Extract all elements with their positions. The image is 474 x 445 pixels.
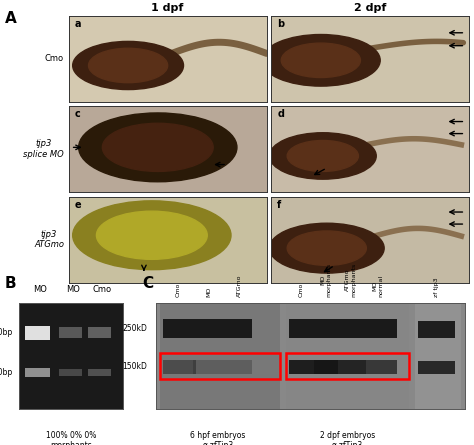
Text: 150kD: 150kD: [122, 362, 147, 371]
Text: MO: MO: [66, 285, 80, 294]
Text: d: d: [277, 109, 284, 120]
Circle shape: [73, 201, 231, 270]
Bar: [159, 353, 280, 380]
Bar: [193, 319, 224, 338]
Text: c: c: [75, 109, 81, 120]
Bar: [163, 319, 196, 338]
Text: Cmo: Cmo: [45, 54, 64, 63]
Text: C: C: [142, 276, 153, 291]
Bar: [415, 303, 461, 409]
Bar: [289, 319, 319, 338]
Circle shape: [287, 141, 358, 171]
Circle shape: [89, 48, 168, 83]
Bar: [313, 360, 344, 374]
Bar: [88, 369, 111, 376]
Bar: [25, 326, 50, 340]
Text: MO: MO: [33, 285, 47, 294]
Text: a: a: [75, 19, 81, 29]
Bar: [59, 327, 82, 338]
Text: Cmo: Cmo: [175, 283, 181, 297]
Text: ATGmo: ATGmo: [237, 275, 242, 297]
Bar: [338, 360, 366, 374]
Bar: [224, 319, 252, 338]
Text: B: B: [5, 276, 17, 291]
Text: 200bp: 200bp: [0, 328, 13, 337]
Bar: [366, 319, 397, 338]
Text: e: e: [75, 200, 82, 210]
Bar: [286, 303, 409, 409]
Bar: [224, 360, 252, 374]
Text: Cmo: Cmo: [299, 283, 304, 297]
Text: 2 dpf: 2 dpf: [354, 4, 386, 13]
Text: zf tjp3: zf tjp3: [434, 278, 439, 297]
Bar: [159, 303, 280, 409]
Circle shape: [262, 35, 380, 86]
Bar: [366, 360, 397, 374]
Bar: [163, 360, 196, 374]
Circle shape: [287, 231, 366, 265]
Text: 2 dpf embryos
α-zfTjp3: 2 dpf embryos α-zfTjp3: [320, 431, 375, 445]
Text: 100% 0% 0%
morphants: 100% 0% 0% morphants: [46, 431, 96, 445]
Text: 1 dpf: 1 dpf: [152, 4, 184, 13]
Text: 250kD: 250kD: [122, 324, 147, 333]
Circle shape: [102, 123, 213, 171]
Text: tjp3
splice MO: tjp3 splice MO: [23, 139, 64, 159]
Text: MO
normal: MO normal: [373, 275, 383, 297]
Bar: [59, 369, 82, 376]
Circle shape: [79, 113, 237, 182]
Text: Cmo: Cmo: [93, 285, 112, 294]
Circle shape: [269, 133, 376, 179]
Bar: [338, 319, 366, 338]
Text: 100bp: 100bp: [0, 368, 13, 376]
Bar: [418, 361, 455, 374]
Circle shape: [73, 41, 183, 89]
Bar: [286, 353, 409, 380]
Bar: [313, 319, 344, 338]
Text: f: f: [277, 200, 282, 210]
Bar: [418, 321, 455, 338]
Text: ATGmo
morphants: ATGmo morphants: [345, 263, 356, 297]
Text: b: b: [277, 19, 284, 29]
Text: MO
morphants: MO morphants: [320, 263, 331, 297]
Text: A: A: [5, 11, 17, 26]
Text: 6 hpf embryos
α-zfTjp3: 6 hpf embryos α-zfTjp3: [191, 431, 246, 445]
Bar: [25, 368, 50, 377]
Bar: [289, 360, 319, 374]
Text: MO: MO: [206, 287, 211, 297]
Circle shape: [281, 43, 360, 77]
Text: tjp3
ATGmo: tjp3 ATGmo: [34, 230, 64, 249]
Circle shape: [96, 211, 207, 259]
Bar: [193, 360, 224, 374]
Circle shape: [269, 223, 384, 273]
Bar: [88, 327, 111, 338]
